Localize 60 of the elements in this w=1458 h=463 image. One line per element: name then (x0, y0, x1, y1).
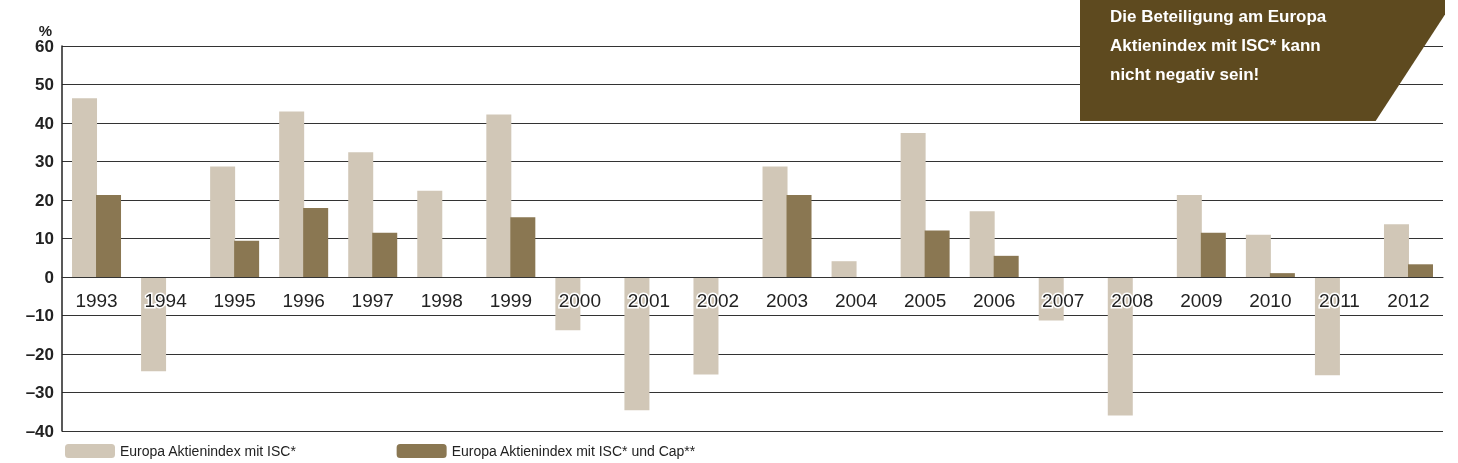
y-axis-title: % (38, 21, 52, 39)
bar (234, 240, 260, 277)
y-tick-label: 30 (35, 152, 54, 171)
y-tick-label: –30 (25, 383, 54, 402)
bar (969, 211, 995, 277)
x-tick-label: 1999 (489, 290, 532, 311)
bar (900, 133, 926, 277)
x-tick-label: 2010 (1249, 290, 1292, 311)
bar (210, 166, 236, 277)
y-tick-label: 60 (35, 36, 54, 56)
y-tick-label: –20 (25, 344, 54, 364)
bar (993, 255, 1019, 277)
bar (1245, 234, 1271, 277)
bar (762, 166, 788, 277)
bar (279, 111, 305, 277)
bar (96, 195, 122, 277)
x-tick-label: 1995 (213, 290, 256, 311)
bar (303, 208, 329, 277)
bar (510, 217, 536, 277)
x-tick-label: 2004 (834, 290, 878, 311)
y-tick-label: 20 (35, 190, 54, 210)
bar (417, 190, 443, 277)
bar (348, 152, 374, 277)
y-tick-label: 50 (35, 75, 54, 94)
bar (486, 114, 512, 277)
y-tick-label: –40 (25, 421, 54, 441)
x-tick-label: 1994 (144, 290, 188, 311)
x-tick-label: 2001 (627, 290, 671, 311)
x-tick-label: 2007 (1042, 290, 1085, 311)
x-tick-label: 2006 (973, 290, 1016, 311)
bar (1407, 264, 1433, 277)
x-tick-label: 1993 (75, 290, 118, 311)
bar (786, 195, 812, 277)
x-tick-label: 1996 (282, 290, 325, 311)
y-tick-label: 0 (44, 267, 54, 287)
bar (924, 230, 950, 277)
bar (1269, 273, 1295, 277)
x-tick-label: 2005 (903, 290, 947, 311)
annotation: Die Beteiligung am Europa Aktienindex mit ISC* kann nicht negativ sein! (1110, 6, 1328, 86)
x-tick-label: 2003 (765, 290, 809, 311)
bar (1200, 232, 1226, 277)
callout-box: Die Beteiligung am Europa Aktienindex mit ISC* kann nicht negativ sein! (1080, 0, 1445, 121)
x-tick-label: 2011 (1319, 290, 1360, 311)
legend-label: Europa Aktienindex mit ISC* (120, 443, 297, 459)
bar (72, 98, 98, 277)
bar (1176, 195, 1202, 277)
x-tick-label: 2008 (1111, 290, 1154, 311)
x-tick-label: 1997 (351, 290, 394, 311)
x-tick-label: 2000 (558, 290, 602, 311)
legend-label: Europa Aktienindex mit ISC* und Cap** (451, 443, 696, 459)
y-tick-label: 10 (35, 229, 54, 248)
y-tick-label: –10 (25, 306, 54, 325)
x-tick-label: 2009 (1180, 290, 1223, 311)
bar (372, 232, 398, 277)
x-tick-label: 1998 (420, 290, 463, 311)
y-tick-label: 40 (35, 113, 54, 133)
x-tick-label: 2012 (1387, 290, 1430, 311)
bar (831, 261, 857, 277)
x-tick-label: 2002 (696, 290, 740, 311)
bar (1383, 224, 1409, 277)
